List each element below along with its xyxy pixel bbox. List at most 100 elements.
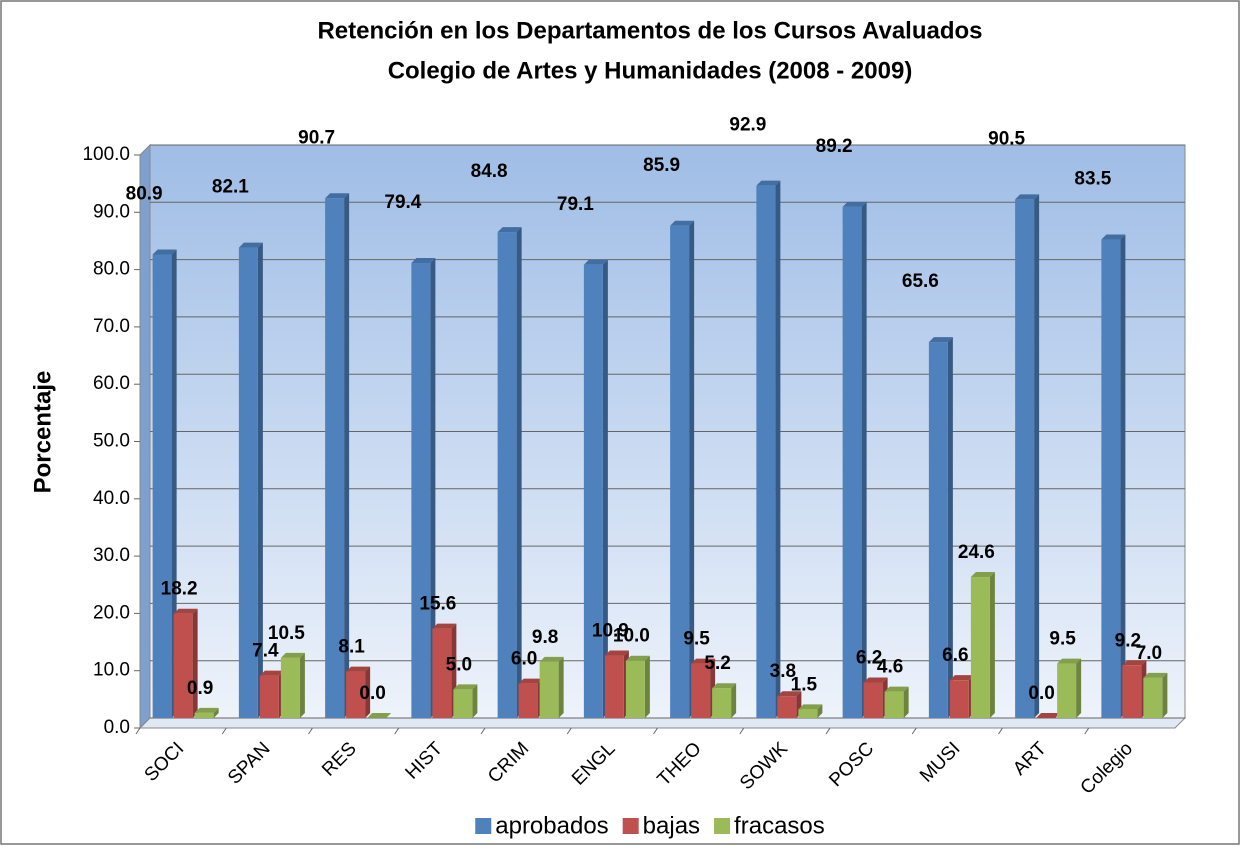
- bar-top: [346, 666, 371, 672]
- legend-label: bajas: [643, 812, 700, 839]
- x-tick: [135, 727, 141, 735]
- bar-side: [989, 572, 995, 718]
- bar-top: [367, 713, 392, 718]
- value-label: 83.5: [1074, 169, 1111, 190]
- bar-side: [1120, 234, 1126, 719]
- bar-top: [539, 656, 564, 662]
- bar: [712, 688, 732, 718]
- value-label: 24.6: [958, 542, 995, 563]
- bar: [777, 696, 797, 718]
- x-tick: [480, 727, 486, 735]
- bar-top: [712, 683, 737, 689]
- bar: [884, 691, 904, 718]
- x-tick: [911, 727, 917, 735]
- value-label: 1.5: [791, 674, 818, 695]
- bar: [497, 232, 517, 718]
- chart-subtitle: Colegio de Artes y Humanidades (2008 - 2…: [388, 57, 913, 84]
- bar: [194, 712, 214, 718]
- x-tick: [394, 727, 400, 735]
- bar: [691, 663, 711, 718]
- value-label: 7.4: [252, 641, 279, 662]
- bar-side: [644, 655, 650, 718]
- bar-side: [903, 686, 909, 718]
- bar-top: [238, 242, 263, 248]
- value-label: 89.2: [816, 136, 853, 157]
- bar-side: [1162, 672, 1168, 718]
- bar-top: [949, 675, 974, 681]
- value-label: 0.0: [1028, 683, 1054, 704]
- bar-top: [152, 249, 177, 255]
- x-tick: [739, 727, 745, 735]
- value-label: 9.8: [532, 627, 558, 648]
- y-tick-label: 40.0: [93, 488, 130, 509]
- bar-side: [775, 180, 781, 719]
- x-tick: [1084, 727, 1090, 735]
- y-tick-label: 20.0: [93, 602, 130, 623]
- bar-top: [863, 677, 888, 683]
- legend-swatch: [475, 818, 492, 834]
- x-tick: [825, 727, 831, 735]
- side-wall: [139, 143, 151, 730]
- value-label: 8.1: [338, 637, 365, 658]
- floor: [138, 717, 1187, 729]
- bar: [970, 577, 990, 718]
- bar: [518, 683, 538, 718]
- value-label: 90.7: [298, 127, 335, 148]
- bar: [238, 247, 258, 718]
- bar-side: [344, 193, 350, 718]
- bar-top: [670, 220, 695, 226]
- value-label: 10.5: [268, 623, 305, 644]
- bar-side: [257, 242, 263, 718]
- bar-side: [558, 656, 564, 718]
- x-tick: [653, 727, 658, 735]
- bar-top: [604, 650, 629, 656]
- y-tick-label: 90.0: [93, 201, 130, 222]
- chart-title: Retención en los Departamentos de los Cu…: [317, 17, 982, 44]
- y-tick-label: 10.0: [93, 660, 130, 681]
- bar-side: [947, 337, 953, 718]
- bar: [259, 675, 279, 718]
- x-tick: [998, 727, 1003, 735]
- bar-top: [432, 623, 457, 629]
- value-label: 90.5: [988, 128, 1025, 149]
- bar-side: [171, 249, 177, 718]
- value-label: 9.5: [1049, 629, 1076, 650]
- value-label: 15.6: [419, 594, 456, 615]
- bar: [453, 689, 473, 718]
- legend-label: fracasos: [734, 812, 825, 839]
- legend-swatch: [714, 818, 731, 834]
- bar-top: [1015, 194, 1040, 200]
- bar-top: [691, 658, 716, 664]
- value-label: 18.2: [161, 579, 198, 600]
- bar-side: [365, 666, 371, 718]
- value-label: 0.0: [359, 683, 385, 704]
- bar: [1057, 663, 1077, 718]
- x-tick: [308, 727, 313, 735]
- bar-top: [1101, 234, 1126, 240]
- value-label: 82.1: [212, 177, 249, 198]
- bar-top: [928, 337, 953, 343]
- bar-side: [430, 258, 436, 718]
- bar-top: [756, 180, 781, 186]
- bar-top: [1036, 713, 1061, 718]
- bar: [928, 342, 948, 718]
- value-label: 7.0: [1136, 643, 1162, 664]
- bar: [756, 185, 776, 719]
- y-axis-label: Porcentaje: [29, 371, 56, 494]
- bar: [604, 655, 624, 718]
- bar: [325, 198, 345, 718]
- bar-top: [325, 193, 350, 199]
- bar-top: [1143, 672, 1168, 678]
- value-label: 3.8: [770, 661, 796, 682]
- bar: [411, 263, 431, 718]
- bar-side: [192, 608, 198, 718]
- bar-top: [884, 686, 909, 692]
- value-label: 10.0: [613, 626, 650, 647]
- bar: [346, 671, 366, 718]
- value-label: 6.6: [942, 645, 968, 666]
- y-tick-label: 80.0: [93, 259, 130, 280]
- bar-top: [583, 259, 608, 265]
- value-label: 92.9: [729, 115, 766, 136]
- bar: [798, 709, 818, 718]
- y-tick-label: 30.0: [93, 545, 130, 566]
